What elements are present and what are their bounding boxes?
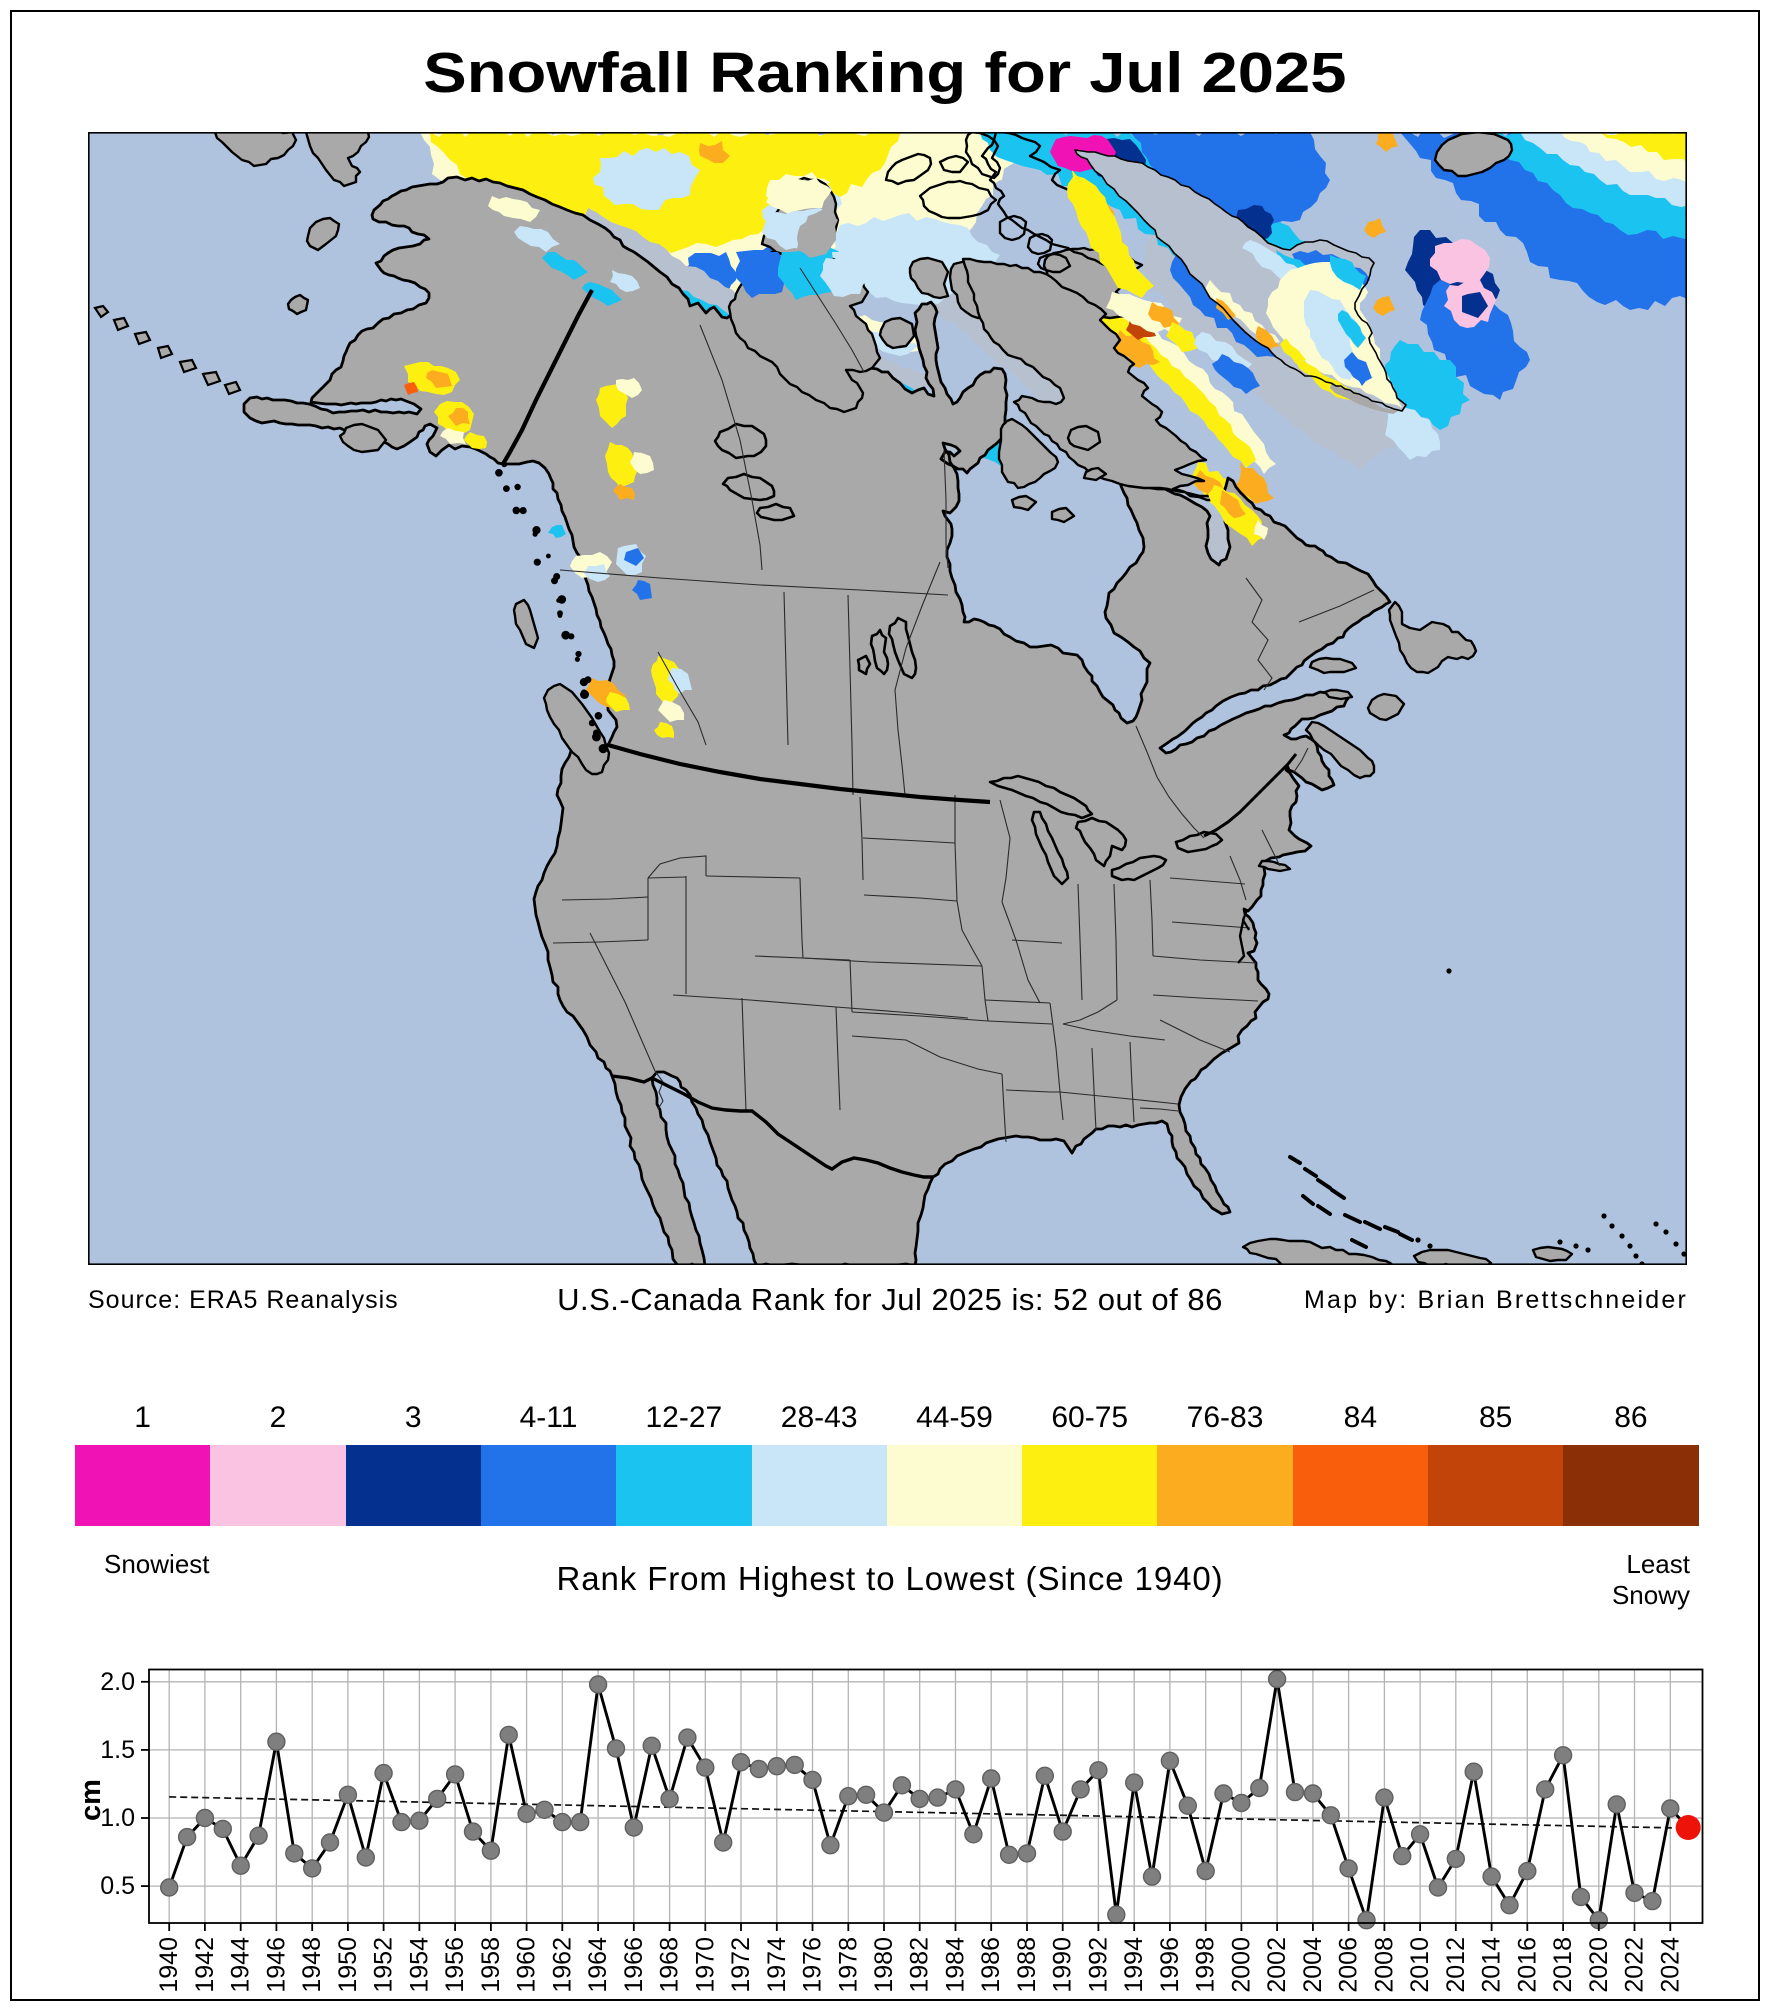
svg-text:1946: 1946: [262, 1937, 290, 1993]
svg-text:1948: 1948: [298, 1937, 326, 1993]
svg-text:1974: 1974: [763, 1937, 791, 1993]
svg-text:1.0: 1.0: [100, 1804, 135, 1832]
svg-text:1986: 1986: [977, 1937, 1005, 1993]
svg-text:1964: 1964: [584, 1937, 612, 1993]
svg-text:2002: 2002: [1263, 1937, 1291, 1993]
svg-text:1970: 1970: [691, 1937, 719, 1993]
svg-text:2016: 2016: [1513, 1937, 1541, 1993]
svg-text:1994: 1994: [1120, 1937, 1148, 1993]
svg-text:2014: 2014: [1478, 1937, 1506, 1993]
svg-text:1954: 1954: [405, 1937, 433, 1993]
svg-text:1976: 1976: [799, 1937, 827, 1993]
svg-text:1966: 1966: [620, 1937, 648, 1993]
svg-text:2024: 2024: [1656, 1937, 1684, 1993]
svg-text:1982: 1982: [906, 1937, 934, 1993]
svg-text:1940: 1940: [155, 1937, 183, 1993]
svg-text:1984: 1984: [942, 1937, 970, 1993]
svg-text:1978: 1978: [834, 1937, 862, 1993]
svg-text:1950: 1950: [334, 1937, 362, 1993]
svg-text:2004: 2004: [1299, 1937, 1327, 1993]
svg-text:1942: 1942: [191, 1937, 219, 1993]
svg-text:1980: 1980: [870, 1937, 898, 1993]
svg-text:2022: 2022: [1621, 1937, 1649, 1993]
svg-text:1968: 1968: [656, 1937, 684, 1993]
svg-text:1944: 1944: [227, 1937, 255, 1993]
svg-text:1962: 1962: [548, 1937, 576, 1993]
svg-text:1956: 1956: [441, 1937, 469, 1993]
svg-text:1.5: 1.5: [100, 1736, 135, 1764]
svg-text:2008: 2008: [1370, 1937, 1398, 1993]
svg-text:1998: 1998: [1192, 1937, 1220, 1993]
svg-text:1958: 1958: [477, 1937, 505, 1993]
svg-text:2018: 2018: [1549, 1937, 1577, 1993]
svg-text:cm: cm: [75, 1779, 107, 1821]
svg-text:1960: 1960: [513, 1937, 541, 1993]
svg-text:1988: 1988: [1013, 1937, 1041, 1993]
svg-text:2000: 2000: [1227, 1937, 1255, 1993]
svg-text:1992: 1992: [1084, 1937, 1112, 1993]
svg-text:2020: 2020: [1585, 1937, 1613, 1993]
svg-text:2010: 2010: [1406, 1937, 1434, 1993]
svg-text:1990: 1990: [1049, 1937, 1077, 1993]
svg-text:1972: 1972: [727, 1937, 755, 1993]
svg-text:2.0: 2.0: [100, 1668, 135, 1696]
svg-text:1952: 1952: [370, 1937, 398, 1993]
svg-text:1996: 1996: [1156, 1937, 1184, 1993]
svg-text:0.5: 0.5: [100, 1872, 135, 1900]
svg-text:2012: 2012: [1442, 1937, 1470, 1993]
svg-text:2006: 2006: [1335, 1937, 1363, 1993]
